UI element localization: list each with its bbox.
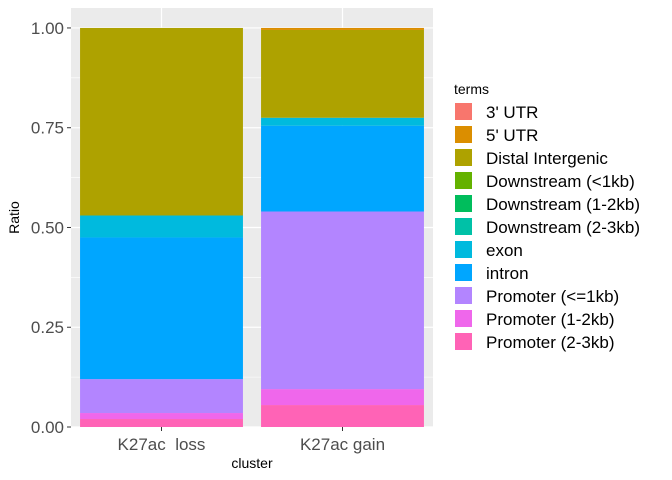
legend-key <box>455 195 472 212</box>
legend-label: Downstream (1-2kb) <box>486 195 640 214</box>
legend-key <box>455 287 472 304</box>
y-axis-ticks: 0.00 0.25 0.50 0.75 1.00 <box>31 19 71 437</box>
legend-key <box>455 172 472 189</box>
bar-segment <box>80 413 243 420</box>
legend-label: Promoter (2-3kb) <box>486 333 614 352</box>
bar-segment <box>261 117 424 126</box>
bar-segment <box>80 419 243 427</box>
legend-key <box>455 264 472 281</box>
bar-segment <box>261 27 424 30</box>
legend-label: intron <box>486 264 529 283</box>
legend-key <box>455 126 472 143</box>
bar-segment <box>261 405 424 427</box>
y-axis-title: Ratio <box>6 201 22 234</box>
bar-segment <box>261 389 424 406</box>
legend-key <box>455 103 472 120</box>
legend-label: Promoter (<=1kb) <box>486 287 619 306</box>
legend-label: Downstream (2-3kb) <box>486 218 640 237</box>
y-tick-label: 0.50 <box>31 218 64 237</box>
legend-label: Distal Intergenic <box>486 149 608 168</box>
legend-key <box>455 333 472 350</box>
bar-segment <box>80 237 243 380</box>
legend-label: 3' UTR <box>486 103 538 122</box>
bar-segment <box>80 215 243 238</box>
bar-segment <box>80 27 243 216</box>
bar-segment <box>261 211 424 390</box>
legend-label: Downstream (<1kb) <box>486 172 635 191</box>
bar-segment <box>80 379 243 414</box>
legend-key <box>455 310 472 327</box>
legend-key <box>455 241 472 258</box>
x-tick-label: K27ac gain <box>300 435 385 454</box>
bar-segment <box>261 125 424 212</box>
x-tick-label: K27ac loss <box>118 435 206 454</box>
legend-label: exon <box>486 241 523 260</box>
bars <box>80 27 424 427</box>
y-tick-label: 0.75 <box>31 119 64 138</box>
y-tick-label: 0.00 <box>31 418 64 437</box>
legend-title: terms <box>454 81 489 97</box>
legend-label: Promoter (1-2kb) <box>486 310 614 329</box>
x-axis-ticks: K27ac loss K27ac gain <box>118 427 385 454</box>
legend-key <box>455 149 472 166</box>
legend-key <box>455 218 472 235</box>
y-tick-label: 0.25 <box>31 318 64 337</box>
x-axis-title: cluster <box>231 455 273 471</box>
legend: 3' UTR 5' UTR Distal Intergenic Downstream … <box>455 103 640 352</box>
bar-segment <box>261 29 424 118</box>
legend-label: 5' UTR <box>486 126 538 145</box>
y-tick-label: 1.00 <box>31 19 64 38</box>
